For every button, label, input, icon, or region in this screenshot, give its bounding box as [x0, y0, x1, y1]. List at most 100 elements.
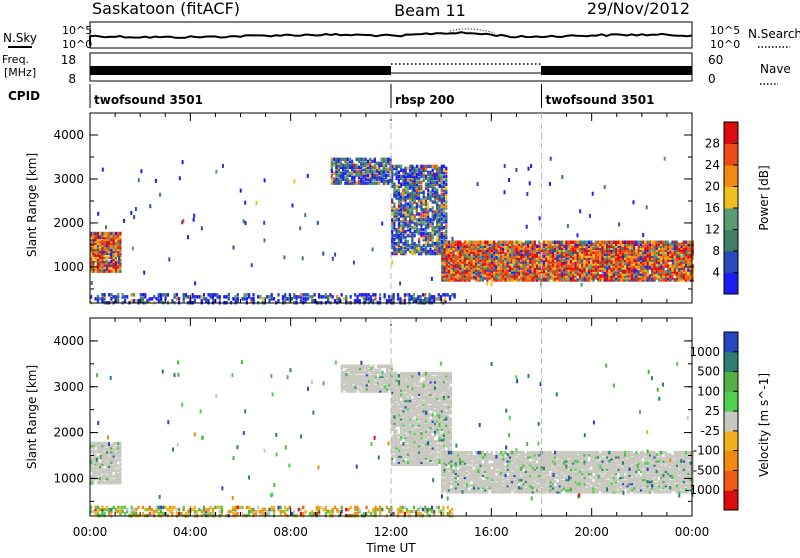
- power-data-cell: [282, 295, 284, 299]
- power-data-cell: [626, 278, 628, 282]
- power-data-cell: [205, 297, 207, 301]
- velocity-data-cell: [396, 450, 398, 454]
- power-data-cell: [559, 268, 561, 272]
- power-data-cell: [572, 262, 574, 266]
- power-data-cell: [358, 179, 360, 183]
- power-data-cell: [351, 181, 353, 185]
- power-data-cell: [187, 295, 189, 299]
- power-data-cell: [331, 174, 333, 178]
- power-data-cell: [171, 299, 173, 303]
- power-data-cell: [347, 174, 349, 178]
- power-data-cell: [371, 170, 373, 174]
- power-data-cell: [522, 243, 524, 247]
- power-data-cell: [167, 293, 169, 297]
- power-data-cell: [592, 256, 594, 260]
- power-data-cell: [416, 244, 418, 248]
- power-data-cell: [438, 204, 440, 208]
- nsky-label: N.Sky: [3, 31, 37, 45]
- power-data-cell: [427, 206, 429, 210]
- power-data-cell: [448, 250, 450, 254]
- power-data-cell: [363, 293, 365, 297]
- power-data-cell: [409, 165, 411, 169]
- power-data-cell: [552, 276, 554, 280]
- power-data-cell: [439, 184, 441, 188]
- power-data-cell: [425, 236, 427, 240]
- power-data-cell: [311, 295, 313, 299]
- power-data-cell: [411, 216, 413, 220]
- power-data-cell: [525, 258, 527, 262]
- power-data-cell: [396, 235, 398, 239]
- power-data-cell: [429, 165, 431, 169]
- power-data-cell: [388, 295, 390, 299]
- power-data-cell: [149, 297, 151, 301]
- power-data-cell: [543, 241, 545, 245]
- power-data-cell: [536, 264, 538, 268]
- velocity-data-cell: [414, 401, 416, 405]
- velocity-data-cell: [115, 442, 117, 446]
- power-data-cell: [342, 158, 344, 162]
- power-data-cell: [445, 234, 447, 238]
- velocity-data-cell: [405, 434, 407, 438]
- velocity-data-cell: [377, 377, 379, 381]
- power-data-cell: [291, 297, 293, 301]
- power-data-cell: [423, 218, 425, 222]
- power-data-cell: [443, 218, 445, 222]
- velocity-data-cell: [398, 438, 400, 442]
- velocity-data-cell: [104, 469, 106, 473]
- power-data-cell: [498, 278, 500, 282]
- velocity-data-cell: [418, 386, 420, 390]
- power-data-cell: [525, 241, 527, 245]
- velocity-data-cell: [407, 372, 409, 376]
- velocity-data-cell: [95, 467, 97, 471]
- power-data-cell: [253, 297, 255, 301]
- power-data-cell: [669, 243, 671, 247]
- velocity-data-cell: [117, 464, 119, 468]
- power-data-cell: [201, 226, 203, 230]
- power-data-cell: [402, 250, 404, 254]
- power-data-cell: [372, 293, 374, 297]
- velocity-data-cell: [106, 448, 108, 452]
- velocity-data-cell: [97, 442, 99, 446]
- velocity-data-cell: [396, 430, 398, 434]
- power-data-cell: [635, 249, 637, 253]
- velocity-data-cell: [393, 372, 395, 376]
- power-data-cell: [399, 297, 401, 301]
- power-data-cell: [149, 204, 151, 208]
- power-data-cell: [179, 176, 181, 180]
- velocity-data-cell: [110, 479, 112, 483]
- power-data-cell: [473, 241, 475, 245]
- power-data-cell: [480, 262, 482, 266]
- power-data-cell: [434, 230, 436, 234]
- velocity-data-cell: [104, 442, 106, 446]
- velocity-data-cell: [407, 397, 409, 401]
- power-data-cell: [432, 192, 434, 196]
- power-data-cell: [451, 293, 453, 297]
- power-data-cell: [140, 169, 142, 173]
- power-data-cell: [613, 254, 615, 258]
- power-data-cell: [340, 158, 342, 162]
- power-data-cell: [340, 179, 342, 183]
- velocity-data-cell: [386, 365, 388, 369]
- power-data-cell: [445, 196, 447, 200]
- power-data-cell: [608, 241, 610, 245]
- velocity-data-cell: [99, 462, 101, 466]
- power-data-cell: [387, 179, 389, 183]
- power-data-cell: [223, 295, 225, 299]
- power-data-cell: [378, 181, 380, 185]
- power-data-cell: [448, 241, 450, 245]
- power-data-cell: [432, 214, 434, 218]
- power-data-cell: [402, 175, 404, 179]
- velocity-data-cell: [396, 372, 398, 376]
- power-data-cell: [393, 183, 395, 187]
- power-data-cell: [423, 179, 425, 183]
- power-data-cell: [235, 295, 237, 299]
- power-data-cell: [438, 293, 440, 297]
- velocity-data-cell: [375, 369, 377, 373]
- power-data-cell: [581, 241, 583, 245]
- nsky-trace: [90, 32, 692, 45]
- power-data-cell: [559, 245, 561, 249]
- power-data-cell: [407, 179, 409, 183]
- power-data-cell: [477, 241, 479, 245]
- power-data-cell: [102, 168, 104, 172]
- power-data-cell: [323, 295, 325, 299]
